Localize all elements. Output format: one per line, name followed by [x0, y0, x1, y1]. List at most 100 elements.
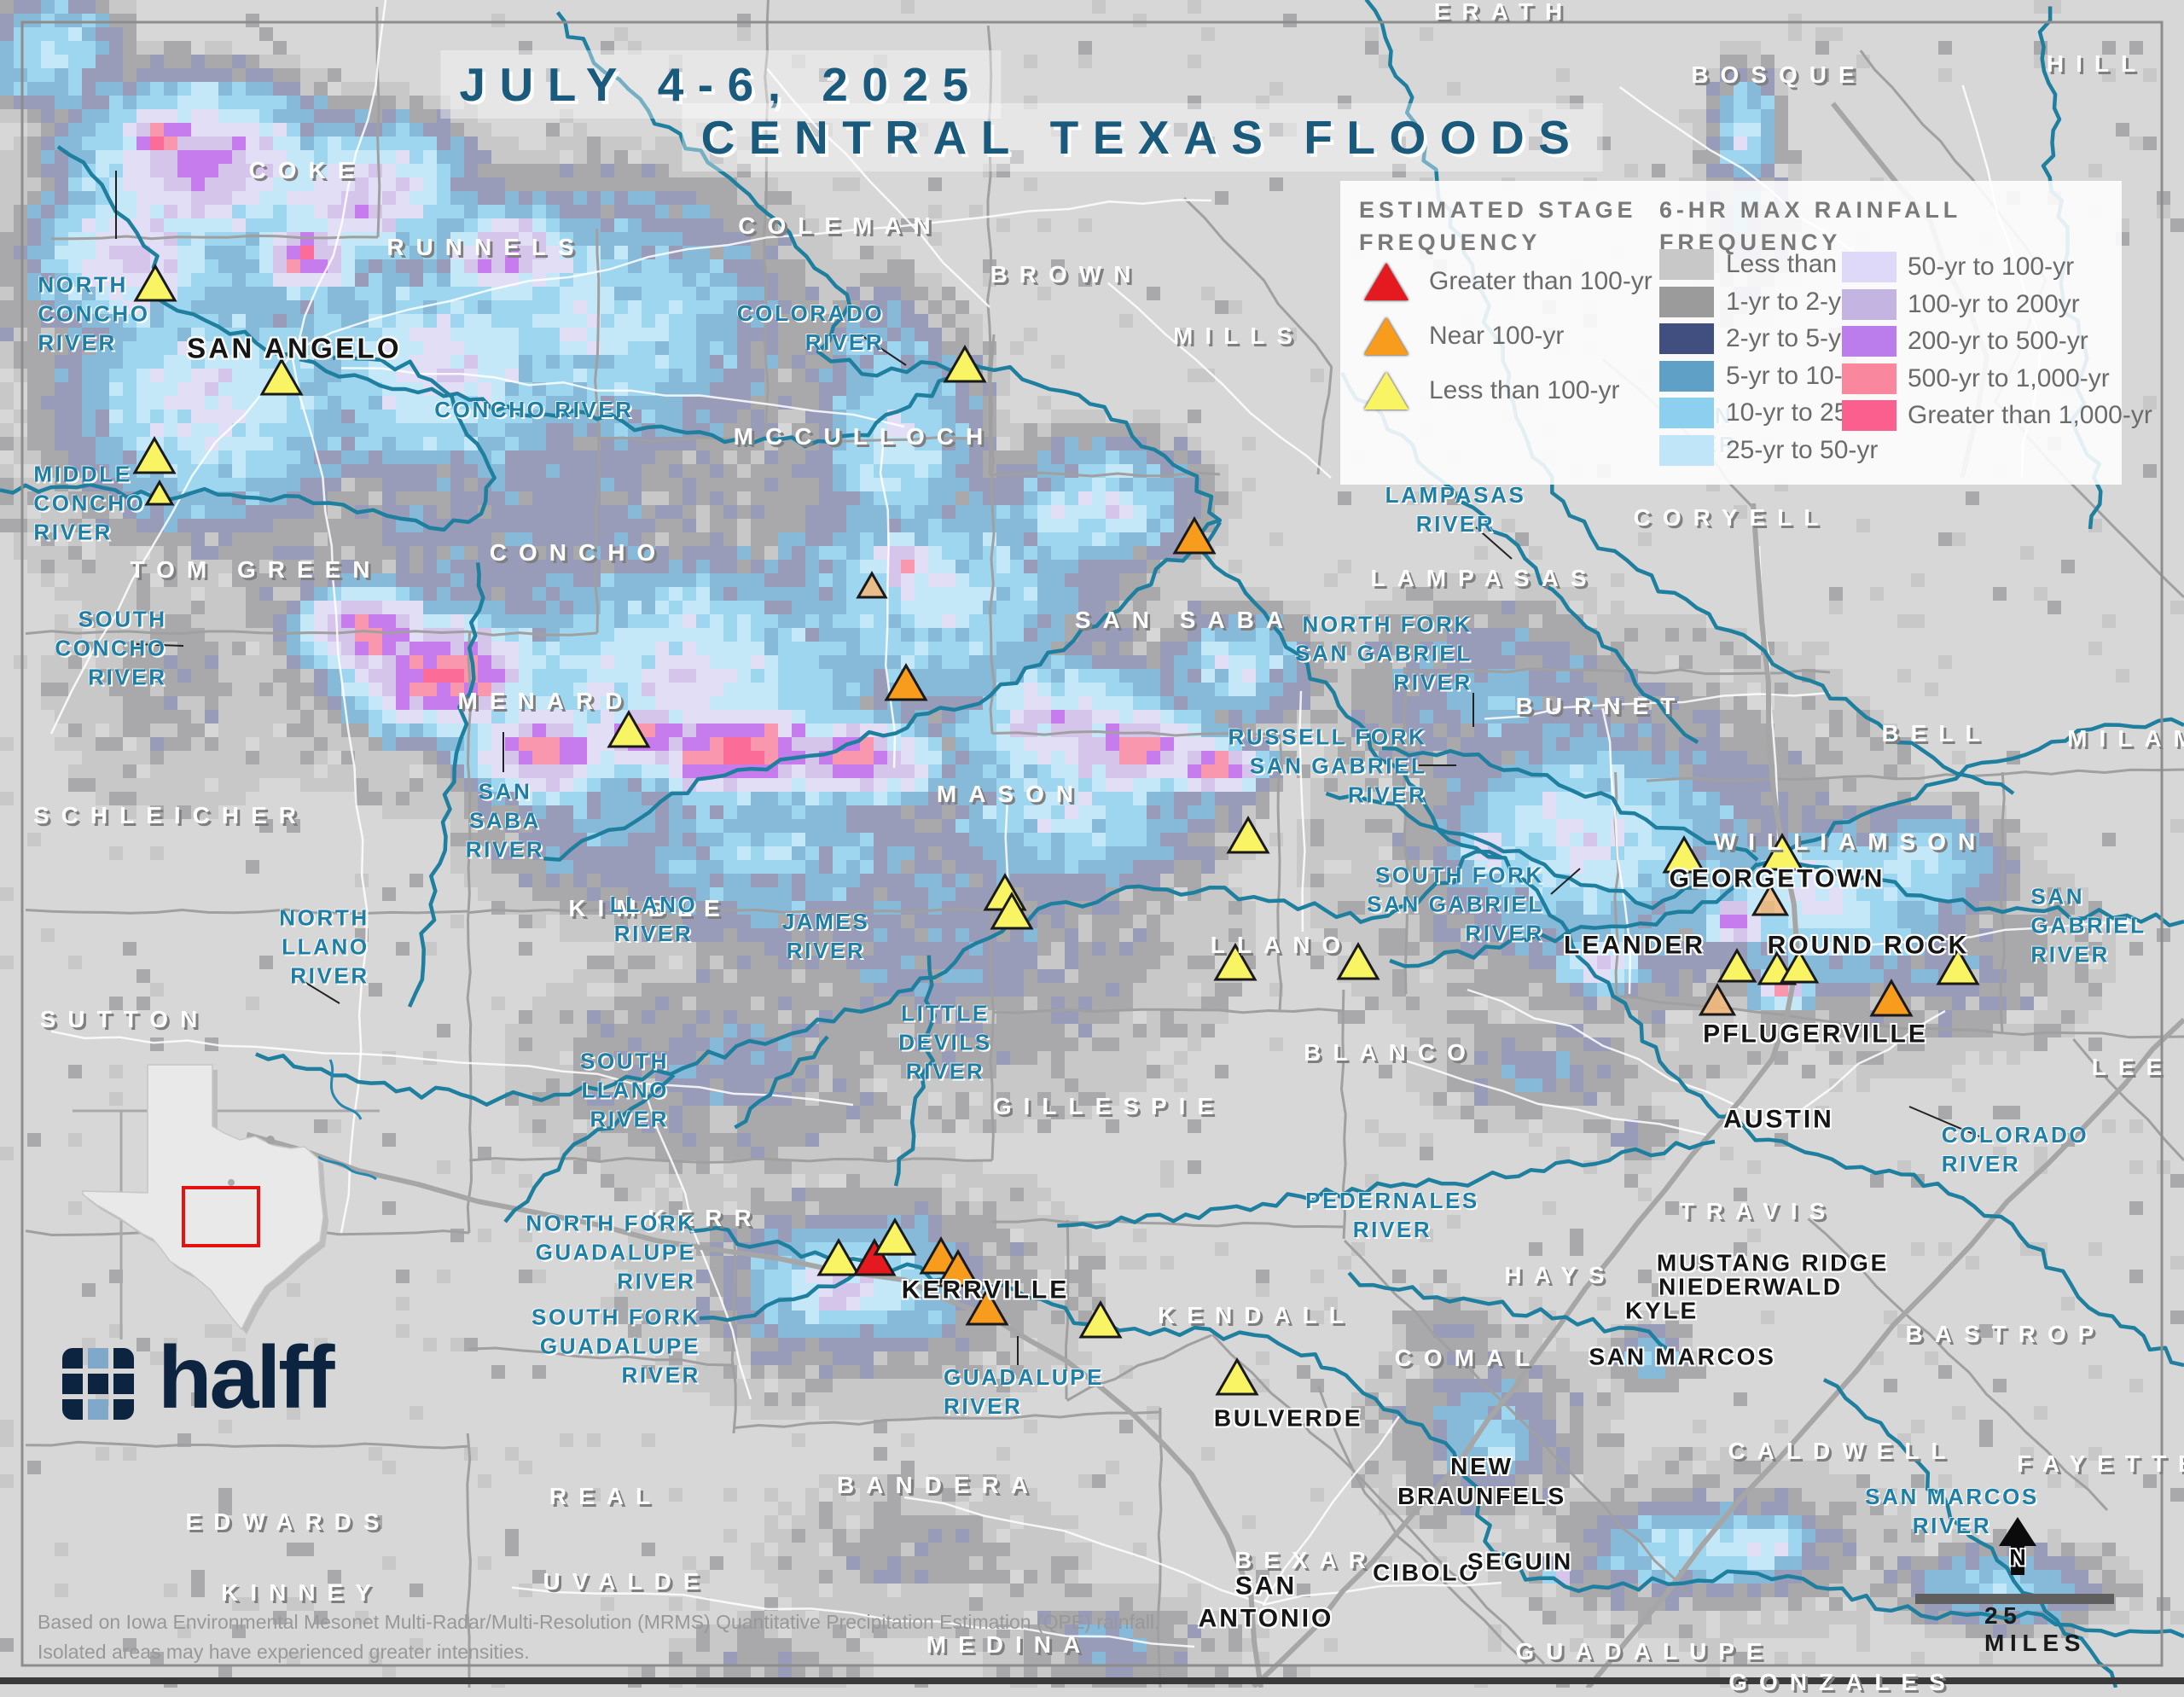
county-label: BELL [1881, 719, 1991, 748]
city-label: KERRVILLE [902, 1274, 1069, 1306]
county-label: HILL [2047, 49, 2147, 78]
county-label: FAYETTE [2017, 1450, 2184, 1479]
legend-item-label: Less than 100-yr [1429, 376, 1619, 405]
legend-color-swatch [1659, 398, 1714, 428]
river-label: MIDDLE CONCHO RIVER [33, 460, 145, 546]
legend-item-label: 25-yr to 50-yr [1726, 436, 1878, 465]
legend-color-swatch [1659, 323, 1714, 354]
river-label: JAMES RIVER [782, 908, 870, 966]
legend-stage-title: ESTIMATED STAGE FREQUENCY [1359, 195, 1636, 259]
county-label: BURNET [1516, 692, 1687, 721]
county-label: COMAL [1395, 1344, 1542, 1373]
footer-note: Based on Iowa Environmental Mesonet Mult… [38, 1607, 1159, 1666]
river-label: SOUTH FORK GUADALUPE RIVER [531, 1303, 700, 1389]
river-label: NORTH CONCHO RIVER [38, 270, 149, 357]
county-label: MASON [937, 780, 1085, 809]
halff-logo-wordmark: halff [158, 1334, 333, 1422]
legend-item-label: 100-yr to 200yr [1908, 290, 2080, 319]
legend-item-label: 200-yr to 500-yr [1908, 327, 2088, 356]
county-label: CORYELL [1634, 503, 1831, 532]
river-label: CONCHO RIVER [434, 396, 633, 425]
river-label: LLANO RIVER [610, 891, 698, 949]
county-label: KENDALL [1158, 1301, 1356, 1330]
river-label: SOUTH LLANO RIVER [580, 1047, 669, 1133]
legend-item-label: Near 100-yr [1429, 322, 1564, 351]
legend-color-swatch [1842, 363, 1896, 394]
city-label: ROUND ROCK [1768, 929, 1970, 962]
halff-logo: halff [62, 1345, 333, 1422]
city-label: BULVERDE [1214, 1404, 1362, 1433]
river-label: NORTH LLANO RIVER [279, 904, 369, 990]
county-label: BOSQUE [1691, 61, 1866, 90]
legend-item-label: Greater than 1,000-yr [1908, 401, 2152, 430]
city-label: PFLUGERVILLE [1703, 1018, 1928, 1050]
county-label: BROWN [990, 260, 1143, 289]
county-label: TOM GREEN [130, 555, 381, 584]
river-label: RUSSELL FORK SAN GABRIEL RIVER [1228, 723, 1427, 809]
city-label: CIBOLO [1373, 1558, 1480, 1588]
county-label: REAL [549, 1482, 662, 1511]
legend-stage-triangle [1364, 372, 1409, 410]
legend-color-swatch [1659, 249, 1714, 280]
county-label: EDWARDS [185, 1508, 391, 1537]
county-label: GILLESPIE [993, 1092, 1225, 1121]
county-label: MENARD [458, 687, 635, 716]
river-label: NORTH FORK SAN GABRIEL RIVER [1295, 610, 1472, 696]
county-label: SAN SABA [1075, 606, 1295, 635]
legend-stage-triangle [1364, 263, 1409, 300]
legend-color-swatch [1842, 252, 1896, 282]
river-label: LAMPASAS RIVER [1385, 481, 1526, 539]
county-label: BLANCO [1304, 1038, 1478, 1067]
city-label: KYLE [1625, 1296, 1699, 1326]
county-label: WILLIAMSON [1714, 828, 1987, 857]
county-label: COKE [249, 156, 366, 185]
city-label: GEORGETOWN [1670, 863, 1885, 895]
city-label: SAN ANTONIO [1199, 1571, 1334, 1635]
county-label: LAMPASAS [1370, 564, 1598, 593]
river-label: LITTLE DEVILS RIVER [898, 999, 992, 1085]
legend-color-swatch [1842, 289, 1896, 320]
county-label: SUTTON [40, 1005, 210, 1034]
county-label: HAYS [1504, 1261, 1616, 1290]
county-label: CALDWELL [1728, 1437, 1957, 1466]
halff-logo-mark [62, 1348, 134, 1420]
county-label: LEE [2092, 1053, 2174, 1082]
river-label: COLORADO RIVER [1942, 1121, 2088, 1179]
legend-color-swatch [1659, 287, 1714, 317]
county-label: GONZALES [1728, 1668, 1957, 1697]
legend-color-swatch [1842, 326, 1896, 357]
county-label: MCCULLOCH [734, 422, 995, 451]
city-label: SEGUIN [1467, 1547, 1573, 1577]
scale-bar-label: 25 MILES [1984, 1602, 2117, 1657]
legend-color-swatch [1659, 361, 1714, 392]
river-label: GUADALUPE RIVER [944, 1363, 1104, 1421]
river-label: SOUTH FORK SAN GABRIEL RIVER [1367, 861, 1544, 947]
north-arrow-label: N [2009, 1545, 2026, 1572]
footer-line1: Based on Iowa Environmental Mesonet Mult… [38, 1607, 1159, 1637]
county-label: LLANO [1211, 931, 1352, 960]
texas-outline [83, 1065, 323, 1329]
river-label: SOUTH CONCHO RIVER [55, 605, 166, 691]
legend-color-swatch [1842, 400, 1896, 431]
map-title-line2: CENTRAL TEXAS FLOODS [682, 103, 1603, 171]
legend-item-label: 500-yr to 1,000-yr [1908, 364, 2110, 393]
texas-inset-map [73, 1058, 380, 1340]
county-label: UVALDE [543, 1567, 711, 1596]
county-label: TRAVIS [1680, 1197, 1838, 1226]
county-label: CONCHO [490, 538, 667, 567]
county-label: MILLS [1173, 322, 1304, 351]
river-label: COLORADO RIVER [737, 299, 884, 357]
city-label: LEANDER [1564, 929, 1705, 962]
county-label: GUADALUPE [1515, 1637, 1774, 1666]
river-label: SAN SABA RIVER [466, 777, 544, 863]
legend-item-label: Greater than 100-yr [1429, 267, 1653, 296]
county-label: KINNEY [221, 1578, 383, 1607]
county-label: MILAM [2067, 724, 2184, 753]
city-label: SAN ANGELO [187, 330, 402, 365]
footer-line2: Isolated areas may have experienced grea… [38, 1637, 1159, 1667]
county-label: ERATH [1434, 0, 1574, 26]
county-label: BASTROP [1906, 1320, 2106, 1349]
county-label: SCHLEICHER [33, 801, 308, 830]
city-label: SAN MARCOS [1589, 1342, 1775, 1372]
legend-color-swatch [1659, 435, 1714, 466]
